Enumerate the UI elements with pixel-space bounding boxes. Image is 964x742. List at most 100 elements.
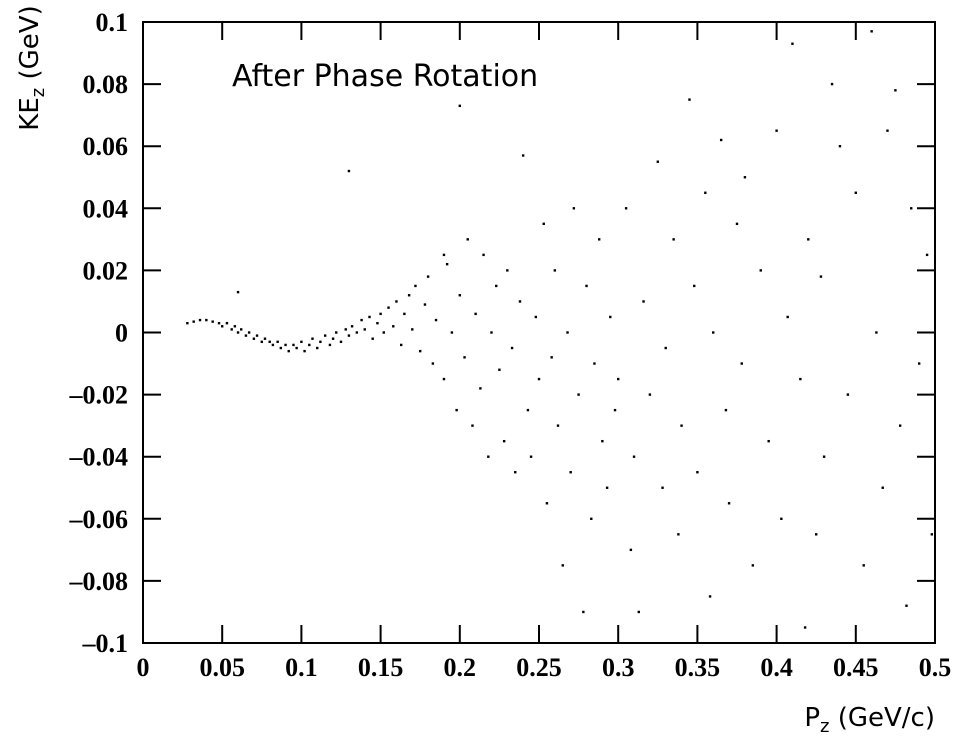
x-tick-label: 0.45 [833, 653, 879, 682]
y-tick-label: –0.06 [69, 505, 129, 534]
point [537, 377, 541, 381]
x-axis-label: Pz (GeV/c) [804, 703, 935, 737]
point [419, 349, 422, 353]
point [550, 356, 553, 359]
point [458, 104, 461, 108]
point [230, 328, 233, 331]
point [252, 337, 256, 340]
point [743, 176, 747, 179]
point [331, 337, 335, 340]
point [553, 269, 557, 272]
x-tick-label: 0.35 [675, 653, 721, 682]
x-tick-label: 0.15 [358, 653, 404, 682]
y-tick-label: –0.04 [69, 443, 129, 472]
point [767, 439, 770, 443]
point [775, 129, 778, 132]
point [529, 455, 533, 458]
point [392, 325, 395, 328]
point [898, 424, 902, 427]
y-tick-label: 0.04 [83, 194, 129, 223]
point [225, 321, 229, 325]
point [221, 325, 224, 328]
point [590, 517, 593, 520]
point [905, 604, 908, 607]
point [308, 343, 311, 347]
point [323, 334, 327, 337]
point [247, 331, 251, 334]
point [542, 222, 545, 226]
point [186, 321, 189, 325]
x-label-main: P [804, 703, 820, 733]
point [328, 343, 332, 347]
point [487, 455, 490, 458]
y-label-unit: (GeV) [15, 5, 45, 87]
point [624, 207, 628, 210]
point [632, 455, 636, 458]
point [807, 238, 810, 241]
point [740, 362, 743, 365]
point [566, 331, 569, 334]
point [395, 300, 398, 303]
y-tick-label: 0.02 [83, 256, 129, 285]
point [303, 349, 306, 353]
x-tick-label: 0.5 [919, 653, 952, 682]
point [426, 275, 430, 278]
y-axis-label: KEz (GeV) [15, 5, 49, 130]
point [601, 439, 604, 443]
point [815, 533, 818, 536]
point [719, 138, 723, 142]
point [514, 471, 517, 474]
point [735, 222, 739, 226]
y-tick-label: –0.02 [69, 381, 129, 410]
point [233, 325, 237, 328]
x-tick-label: 0.4 [760, 653, 793, 682]
point [479, 387, 482, 390]
y-tick-label: –0.08 [69, 567, 129, 596]
point [411, 328, 414, 331]
point [656, 160, 659, 163]
point [585, 284, 588, 288]
point [561, 564, 564, 567]
x-tick-label: 0 [137, 653, 150, 682]
point [672, 238, 675, 241]
point [192, 320, 195, 323]
point [368, 315, 371, 319]
point [648, 393, 652, 396]
point [838, 145, 842, 148]
point [629, 548, 633, 552]
y-tick-label: 0 [115, 319, 128, 348]
point [198, 318, 202, 322]
point [431, 362, 435, 365]
point [311, 337, 314, 340]
point [696, 471, 699, 474]
point [255, 334, 259, 337]
point [371, 337, 374, 340]
point [455, 408, 458, 412]
point [458, 294, 461, 297]
x-tick-label: 0.05 [199, 653, 245, 682]
point [506, 269, 509, 272]
point [495, 284, 498, 288]
point [414, 284, 417, 288]
point [498, 368, 501, 371]
point [217, 321, 221, 325]
point [205, 318, 208, 322]
point [445, 262, 449, 266]
point [881, 486, 884, 489]
point [263, 337, 267, 340]
point [572, 207, 576, 210]
point [642, 300, 645, 303]
point [925, 253, 929, 257]
y-tick-label: 0.08 [83, 70, 129, 99]
point [661, 486, 664, 489]
x-tick-label: 0.3 [602, 653, 635, 682]
point [442, 377, 446, 381]
point [387, 306, 390, 309]
point [704, 191, 707, 194]
y-tick-label: 0.06 [83, 132, 129, 161]
point [244, 334, 248, 337]
point [466, 238, 469, 241]
point [875, 331, 878, 334]
plot-frame [142, 21, 936, 644]
point [211, 320, 214, 323]
